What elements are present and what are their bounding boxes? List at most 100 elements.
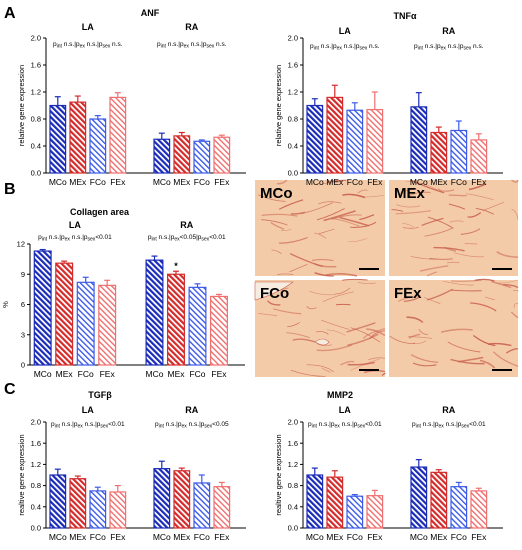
collagen-fiber [321, 367, 331, 373]
collagen-fiber [357, 282, 376, 284]
category-label: MEx [173, 532, 191, 542]
collagen-fiber [513, 303, 519, 308]
bar-la-fex [366, 108, 384, 174]
collagen-fiber [258, 312, 277, 317]
bar-la-fex [109, 491, 127, 529]
category-label: MCo [34, 369, 52, 379]
collagen-fiber [318, 228, 335, 235]
bar-ra-fex [213, 136, 231, 174]
collagen-fiber [276, 179, 288, 185]
collagen-fiber [491, 280, 512, 289]
collagen-fiber [289, 264, 308, 273]
collagen-fiber [402, 223, 414, 228]
bar-la-mco [49, 474, 67, 529]
collagen-fiber [326, 329, 346, 336]
collagen-fiber [306, 306, 317, 310]
chart-tnfa: TNFα 0.0 0.4 0.8 1.2 1.6 2.0 relative gene expr… [274, 11, 503, 187]
scale-bar [359, 369, 379, 371]
bar-ra-fex [470, 139, 488, 174]
collagen-fiber [280, 229, 292, 231]
vessel-gap [254, 281, 294, 301]
category-label: FCo [189, 369, 205, 379]
group-label-la: LA [82, 22, 94, 32]
collagen-fiber [510, 311, 519, 319]
pvalue-label-ra: pint n.s.|pex n.s.|psex<0.01 [412, 421, 486, 430]
group-label-la: LA [339, 405, 351, 415]
micrograph-label: FEx [394, 285, 422, 302]
collagen-fiber [503, 283, 519, 289]
category-label: FEx [367, 177, 383, 187]
y-tick-label: 0.4 [31, 142, 41, 151]
collagen-fiber [341, 278, 368, 281]
collagen-fiber [359, 214, 375, 221]
bar-la-fco [346, 495, 364, 529]
collagen-fiber [427, 216, 454, 229]
y-tick-label: 1.6 [288, 439, 298, 448]
y-tick-label: 2.0 [288, 34, 298, 43]
collagen-fiber [442, 280, 474, 286]
y-tick-label: 1.2 [288, 460, 298, 469]
pvalue-label-la: pint n.s.|pex n.s.|psex<0.01 [51, 421, 125, 430]
bar-ra-fex [213, 486, 231, 529]
collagen-fiber [368, 357, 386, 361]
collagen-fiber [391, 209, 404, 212]
bar-la-mco [306, 474, 324, 529]
collagen-fiber [447, 341, 481, 353]
bar-la-fco [89, 118, 107, 174]
y-tick-label: 1.6 [288, 61, 298, 70]
group-label-ra: RA [180, 220, 193, 230]
category-label: MEx [69, 532, 87, 542]
bar-ra-fco [450, 129, 468, 174]
collagen-fiber [474, 278, 495, 282]
chart-area: ANF 0.0 0.4 0.8 1.2 1.6 2.0 relative gene expre… [1, 8, 503, 542]
category-label: MEx [69, 177, 87, 187]
y-tick-label: 1.2 [31, 460, 41, 469]
micrograph-label: MCo [260, 185, 293, 202]
collagen-fiber [317, 201, 342, 205]
bar-ra-mex [167, 273, 185, 366]
y-tick-label: 1.6 [31, 61, 41, 70]
bar-la-fex [366, 495, 384, 529]
bar-la-mex [55, 262, 74, 366]
y-tick-label: 0.8 [31, 481, 41, 490]
collagen-fiber [273, 308, 302, 315]
bar-la-fex [109, 96, 127, 174]
pvalue-label-ra: pint n.s.|pex n.s.|psex n.s. [157, 41, 227, 50]
category-label: FCo [347, 177, 363, 187]
y-axis-label: realtive gene expression [274, 434, 283, 515]
collagen-fiber [410, 354, 439, 364]
collagen-fiber [451, 279, 482, 282]
collagen-fiber [316, 343, 332, 347]
category-label: MCo [306, 177, 324, 187]
collagen-fiber [451, 289, 482, 292]
collagen-fiber [347, 361, 375, 366]
y-axis-label: realtive gene expression [17, 434, 26, 515]
pvalue-label-la: pint n.s.|pex n.s.|psex<0.01 [308, 421, 382, 430]
collagen-fiber [314, 272, 334, 277]
pvalue-label-la: pint n.s.|pex n.s.|psex<0.01 [38, 234, 112, 243]
collagen-fiber [321, 319, 350, 330]
collagen-fiber [335, 287, 351, 295]
chart-mmp2: MMP2 0.0 0.4 0.8 1.2 1.6 2.0 realtive gene expr… [274, 390, 503, 542]
collagen-fiber [458, 356, 484, 363]
panel-letter-a: A [4, 5, 16, 22]
bar-ra-fco [193, 140, 211, 174]
collagen-fiber [389, 335, 416, 345]
bar-la-mex [326, 476, 344, 529]
pvalue-label-la: pint n.s.|pex n.s.|psex n.s. [53, 41, 123, 50]
collagen-fiber [362, 194, 384, 198]
bar-ra-mex [430, 131, 448, 174]
bar-ra-mco [153, 138, 171, 174]
chart-title: MMP2 [327, 390, 353, 400]
collagen-fiber [278, 237, 308, 244]
collagen-fiber [424, 227, 453, 237]
collagen-fiber [410, 256, 437, 260]
collagen-fiber [408, 333, 421, 339]
category-label: MEx [430, 532, 448, 542]
group-label-la: LA [69, 220, 81, 230]
category-label: FCo [194, 177, 210, 187]
collagen-fiber [313, 263, 337, 268]
collagen-fiber [319, 181, 342, 186]
bar-ra-fco [450, 486, 468, 529]
category-label: FEx [211, 369, 227, 379]
